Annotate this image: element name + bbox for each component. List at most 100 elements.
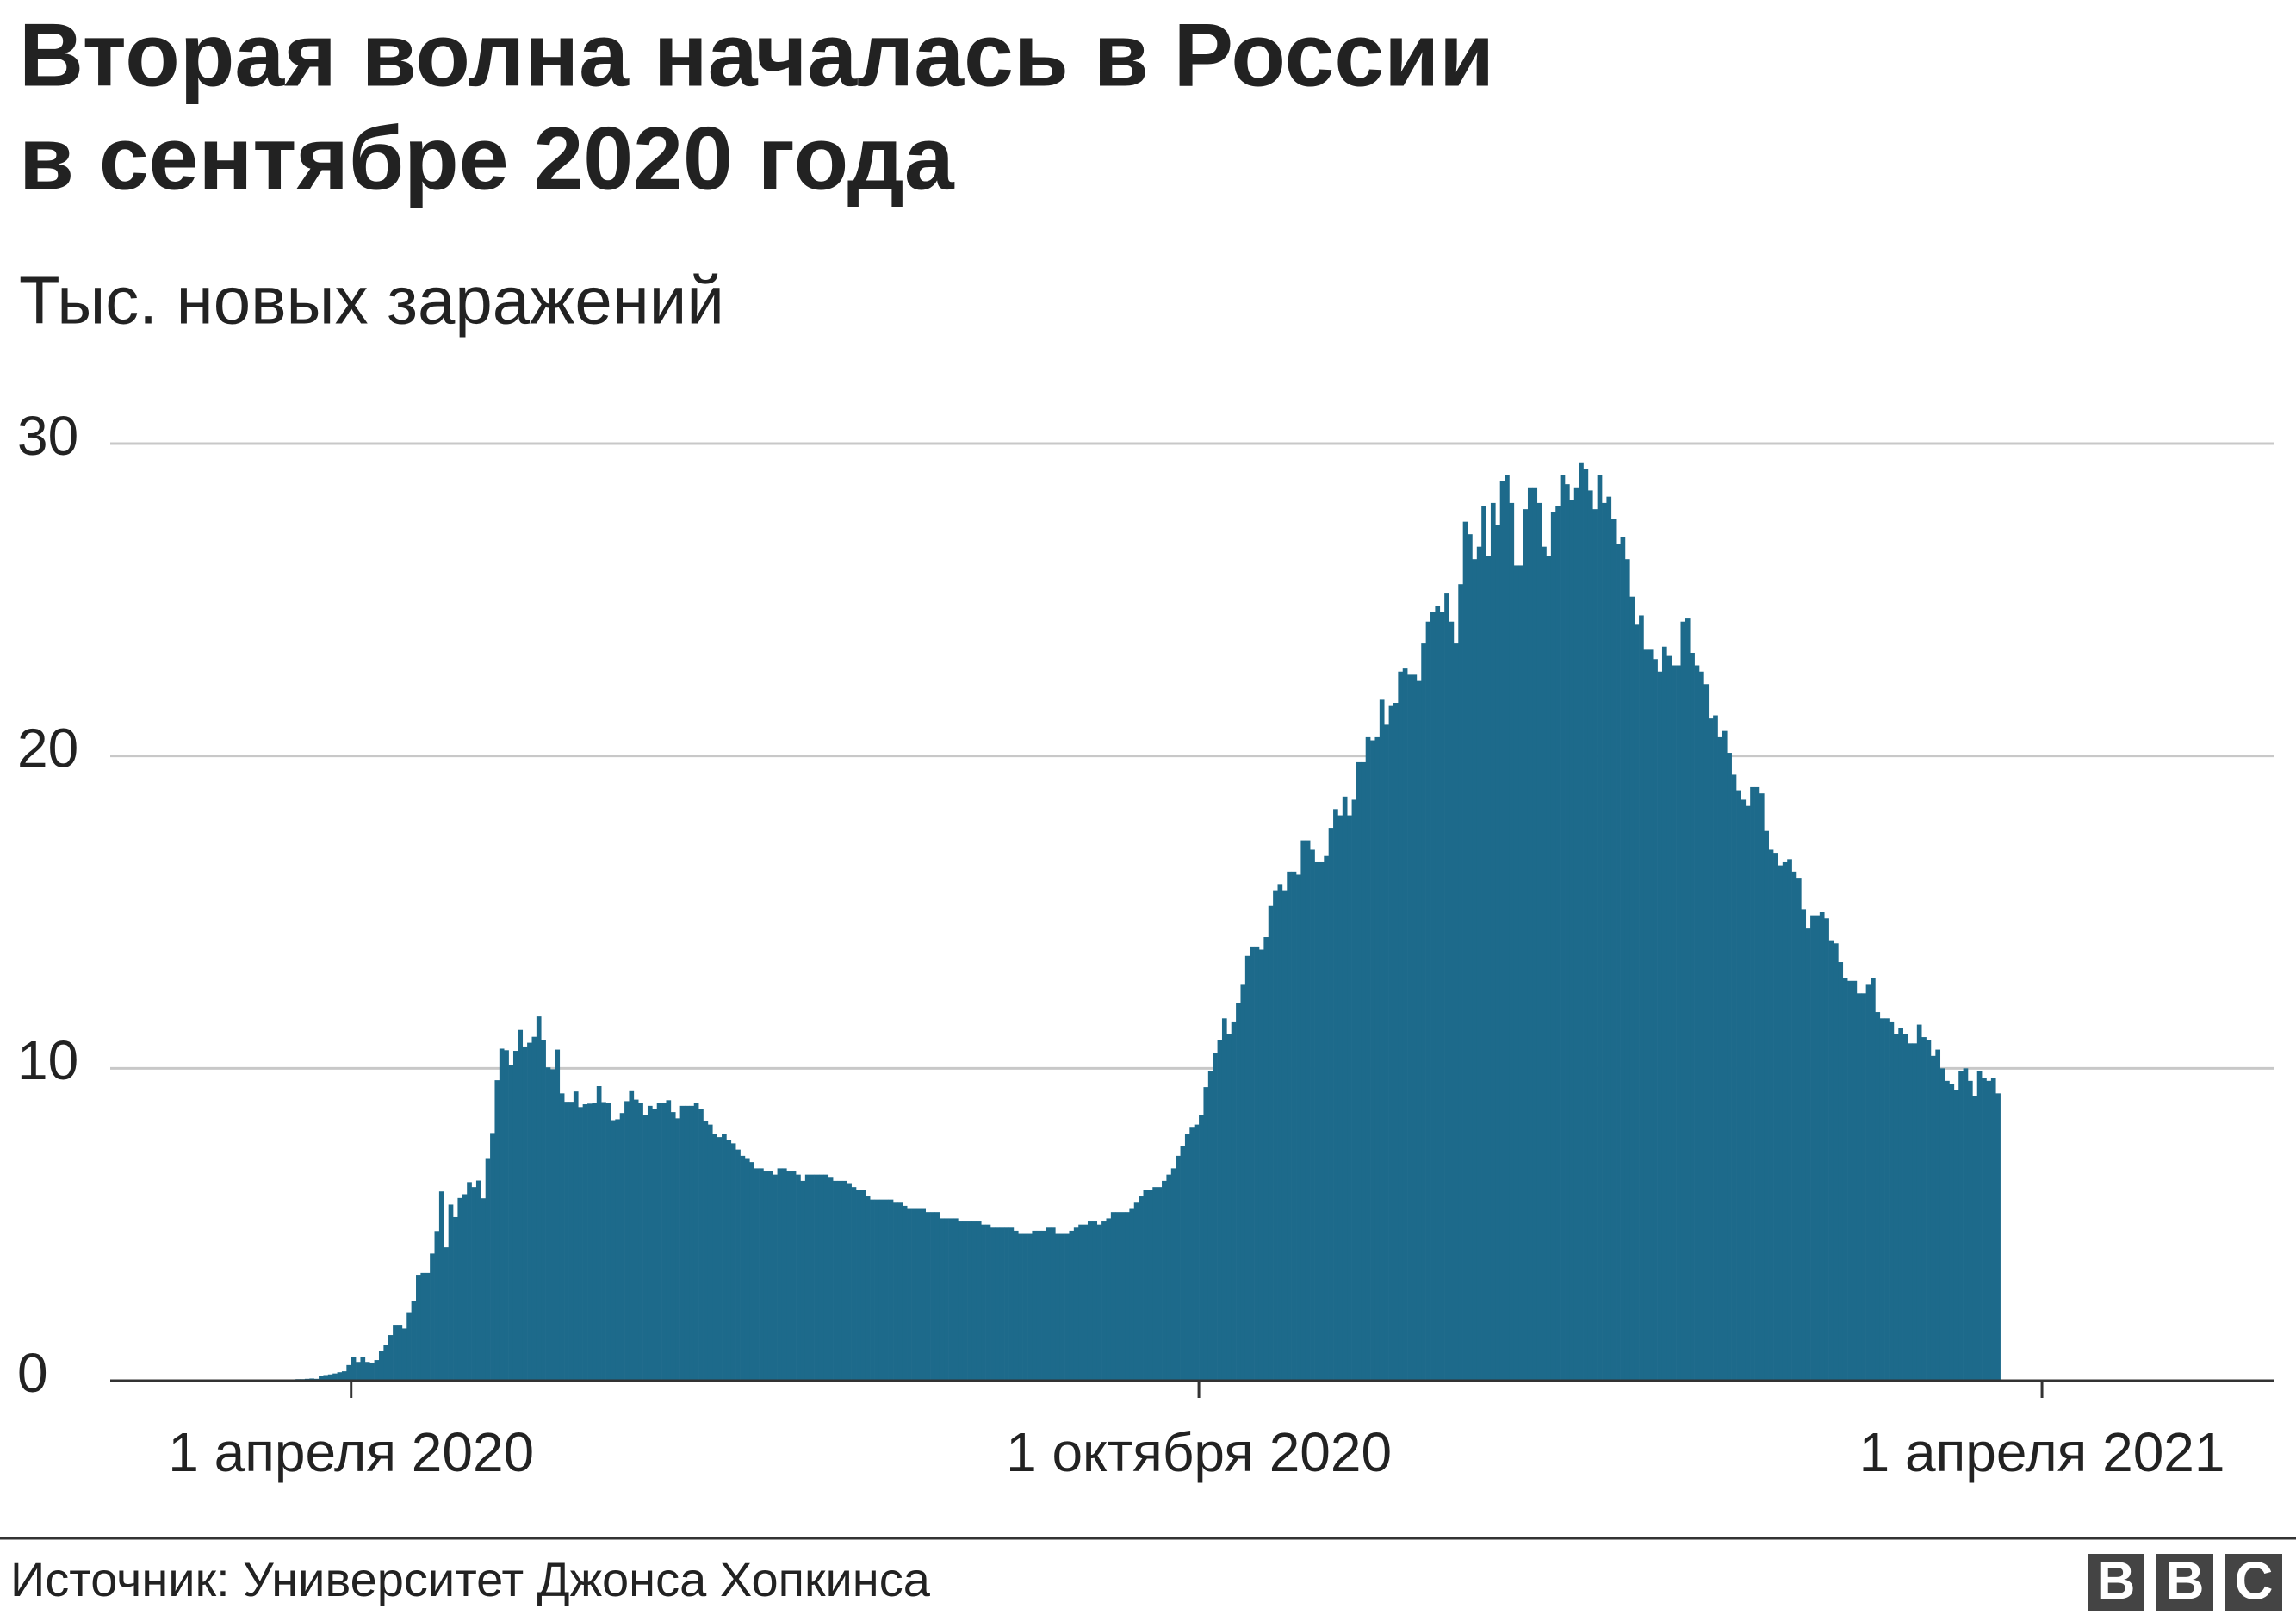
bar	[1231, 1021, 1237, 1381]
bar	[1189, 1127, 1195, 1381]
bar	[531, 1036, 537, 1381]
bar	[828, 1177, 834, 1381]
bar	[1573, 487, 1579, 1381]
bar	[1893, 1034, 1899, 1381]
bar	[1337, 815, 1343, 1381]
bar	[619, 1113, 625, 1381]
bar	[1226, 1034, 1232, 1381]
bar	[1096, 1224, 1102, 1381]
bar	[1027, 1233, 1033, 1381]
bbc-logo: B B C	[2088, 1551, 2282, 1611]
bar	[374, 1360, 380, 1381]
bar	[1759, 793, 1765, 1381]
bar	[1180, 1146, 1186, 1381]
bar	[925, 1212, 931, 1381]
bar	[642, 1115, 648, 1381]
bar	[675, 1118, 680, 1381]
bar	[1462, 521, 1468, 1381]
bar	[1569, 500, 1575, 1381]
bar	[744, 1158, 750, 1381]
bar	[865, 1196, 871, 1381]
bar	[1430, 612, 1436, 1381]
bar	[1125, 1212, 1130, 1381]
bar	[633, 1099, 639, 1381]
bar	[1602, 502, 1607, 1381]
bar	[568, 1102, 574, 1381]
bar	[781, 1168, 787, 1381]
bar	[319, 1376, 324, 1381]
bar	[388, 1335, 394, 1381]
bar	[902, 1205, 908, 1381]
bar	[596, 1086, 602, 1381]
chart-subtitle: Тыс. новых заражений	[19, 263, 724, 339]
bar	[1143, 1190, 1149, 1381]
bar	[1388, 705, 1394, 1381]
y-tick-label: 10	[17, 1029, 78, 1091]
bar	[1129, 1208, 1135, 1381]
bar	[1120, 1212, 1126, 1381]
bar	[522, 1046, 528, 1381]
bar	[717, 1137, 723, 1381]
bar	[624, 1101, 630, 1381]
bar	[578, 1107, 583, 1381]
bar	[971, 1221, 977, 1381]
bar	[1639, 615, 1644, 1381]
bar	[629, 1090, 635, 1381]
bar	[1421, 643, 1426, 1381]
bar	[1921, 1037, 1927, 1381]
bar	[1008, 1227, 1015, 1381]
bar	[1967, 1080, 1973, 1381]
bar	[1449, 621, 1455, 1381]
bar	[730, 1143, 736, 1381]
bar	[638, 1103, 643, 1381]
bar	[1055, 1233, 1060, 1381]
bar	[1703, 684, 1710, 1381]
bar	[1300, 840, 1306, 1381]
bar	[1166, 1174, 1172, 1381]
logo-letter: C	[2235, 1551, 2274, 1611]
bar	[1064, 1233, 1070, 1381]
y-tick-label: 30	[17, 405, 78, 467]
bar	[444, 1247, 449, 1381]
bar	[1347, 815, 1352, 1381]
bar	[666, 1100, 672, 1381]
bar	[1087, 1221, 1093, 1381]
bar	[1661, 646, 1667, 1381]
bar	[1170, 1168, 1176, 1381]
bar	[1532, 487, 1538, 1381]
logo-box	[2088, 1554, 2144, 1611]
bar	[1083, 1224, 1089, 1381]
bar	[856, 1190, 861, 1381]
bar	[592, 1103, 598, 1381]
bar	[1680, 621, 1686, 1381]
bar	[490, 1133, 495, 1381]
bar	[1791, 871, 1797, 1381]
bar	[1402, 668, 1408, 1381]
bar	[911, 1208, 917, 1381]
bar	[930, 1212, 935, 1381]
bar	[1782, 861, 1788, 1381]
x-tick-label: 1 апреля 2021	[1859, 1421, 2225, 1483]
bar	[786, 1171, 792, 1381]
bar	[475, 1180, 481, 1381]
bar	[393, 1325, 398, 1381]
bar	[1324, 855, 1329, 1381]
bar	[1787, 859, 1792, 1381]
bar	[1643, 649, 1649, 1381]
bar	[1889, 1021, 1895, 1381]
bar	[573, 1091, 579, 1381]
bar	[1953, 1090, 1959, 1381]
bar	[1579, 462, 1584, 1381]
bar	[1624, 559, 1630, 1381]
bar	[1884, 1018, 1890, 1381]
bar	[1908, 1043, 1913, 1381]
bar	[647, 1105, 653, 1381]
bar	[810, 1174, 815, 1381]
bar	[1468, 534, 1473, 1381]
bar	[1162, 1180, 1167, 1381]
bar	[1768, 849, 1774, 1381]
bar	[1059, 1233, 1065, 1381]
bar	[1254, 946, 1260, 1381]
bar	[1092, 1221, 1098, 1381]
bar	[735, 1149, 741, 1381]
